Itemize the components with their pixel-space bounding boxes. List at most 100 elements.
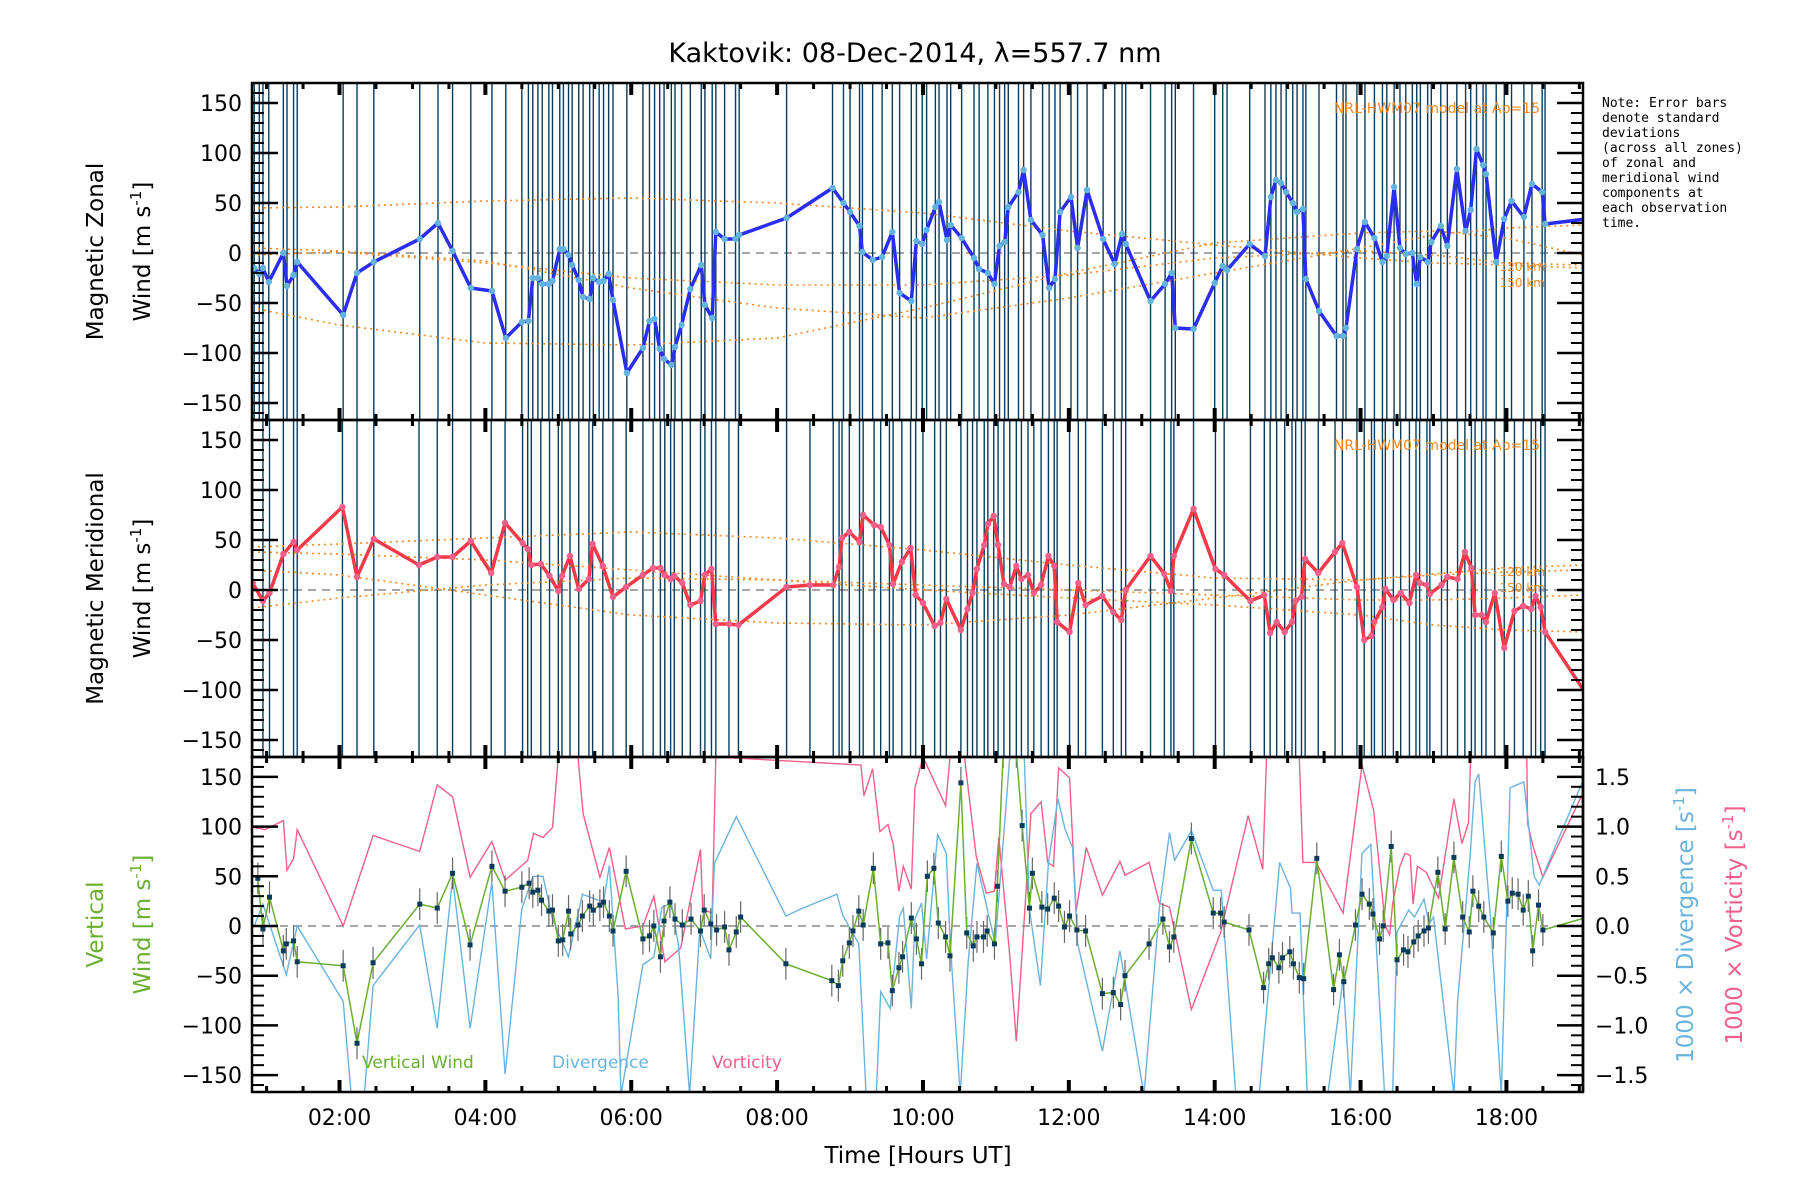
data-point <box>859 511 867 519</box>
data-point <box>1290 961 1296 967</box>
data-point <box>1359 891 1365 897</box>
data-point <box>370 535 377 543</box>
data-point <box>712 228 720 236</box>
data-point <box>280 249 287 257</box>
data-point <box>1361 218 1369 226</box>
data-point <box>449 553 456 561</box>
chart-title: Kaktovik: 08-Dec-2014, λ=557.7 nm <box>668 38 1161 69</box>
y-axis-label-close: ] <box>130 855 156 864</box>
right-tick-label: 0.0 <box>1595 915 1630 940</box>
data-point <box>1508 197 1515 205</box>
data-point <box>994 883 1000 889</box>
data-point <box>585 575 593 583</box>
data-point <box>919 240 926 248</box>
data-point <box>530 889 536 895</box>
data-point <box>1247 597 1254 605</box>
data-point <box>1460 914 1466 920</box>
data-point <box>829 184 836 192</box>
data-point <box>555 587 562 595</box>
data-point <box>1361 636 1368 644</box>
data-point <box>1015 188 1022 196</box>
data-point <box>1406 599 1413 607</box>
data-point <box>889 580 897 588</box>
data-point <box>467 942 473 948</box>
data-point <box>935 920 941 926</box>
data-point <box>354 1040 360 1046</box>
data-point <box>291 938 297 944</box>
data-point <box>526 880 532 886</box>
data-point <box>1437 222 1444 230</box>
data-point <box>896 965 902 971</box>
data-point <box>353 269 361 277</box>
data-point <box>974 934 980 940</box>
plot-area-vertical <box>252 757 1583 1092</box>
x-tick-label: 04:00 <box>454 1106 517 1131</box>
y-axis-label-line2: Wind [m s-1] <box>127 855 156 995</box>
data-point <box>870 521 878 529</box>
data-point <box>657 954 663 960</box>
data-point <box>1366 901 1372 907</box>
data-point <box>434 905 440 911</box>
data-point <box>1342 324 1350 332</box>
data-point <box>1246 240 1253 248</box>
data-point <box>537 560 545 568</box>
y-tick-label: 50 <box>214 192 242 217</box>
data-point <box>1353 583 1361 591</box>
vorticity-axis-label: 1000 × Vorticity [s-1] <box>1719 805 1748 1044</box>
data-point <box>260 926 266 932</box>
data-point <box>898 558 906 566</box>
vorticity-line <box>254 757 1583 1042</box>
data-point <box>701 907 707 913</box>
data-point <box>1390 596 1397 604</box>
data-point <box>657 564 664 572</box>
data-point <box>1211 279 1218 287</box>
data-point <box>1019 823 1025 829</box>
data-point <box>1417 253 1424 261</box>
data-point <box>735 621 742 629</box>
data-point <box>943 595 950 603</box>
data-point <box>609 593 617 601</box>
data-point <box>501 519 509 527</box>
data-point <box>688 916 694 922</box>
data-point <box>600 277 607 285</box>
data-point <box>1261 985 1267 991</box>
divergence-axis-label-close: ] <box>1673 787 1699 796</box>
y-tick-label: −50 <box>196 965 242 990</box>
data-point <box>829 978 835 984</box>
data-point <box>1352 922 1358 928</box>
data-point <box>1511 607 1518 615</box>
data-point <box>1333 332 1340 340</box>
data-point <box>1380 923 1386 929</box>
data-point <box>924 873 930 879</box>
data-point <box>467 537 474 545</box>
data-point <box>502 888 508 894</box>
data-point <box>565 251 572 259</box>
data-point <box>1288 618 1296 626</box>
data-point <box>885 940 891 946</box>
data-point <box>869 256 876 264</box>
data-point <box>969 589 976 597</box>
y-tick-label: 150 <box>200 92 242 117</box>
data-point <box>886 541 893 549</box>
data-point <box>913 237 920 245</box>
y-tick-label: −50 <box>196 629 242 654</box>
data-point <box>701 301 709 309</box>
data-point <box>1045 284 1053 292</box>
data-point <box>1099 991 1105 997</box>
model-curve-label-120km: 120 km <box>1500 565 1545 579</box>
data-point <box>449 247 456 255</box>
data-point <box>1037 581 1045 589</box>
data-point <box>1039 904 1045 910</box>
data-point <box>1315 569 1322 577</box>
x-tick-label: 02:00 <box>308 1106 371 1131</box>
data-point <box>1292 597 1299 605</box>
y-tick-label: 100 <box>200 142 242 167</box>
y-axis-label-unit: Wind [m s <box>130 206 156 322</box>
right-tick-label: 0.5 <box>1595 865 1630 890</box>
data-point <box>558 572 566 580</box>
data-point <box>671 572 678 580</box>
data-point <box>649 564 657 572</box>
data-point <box>668 361 675 369</box>
model-curve-120-km <box>252 531 1583 581</box>
legend-divergence: Divergence <box>552 1053 649 1073</box>
